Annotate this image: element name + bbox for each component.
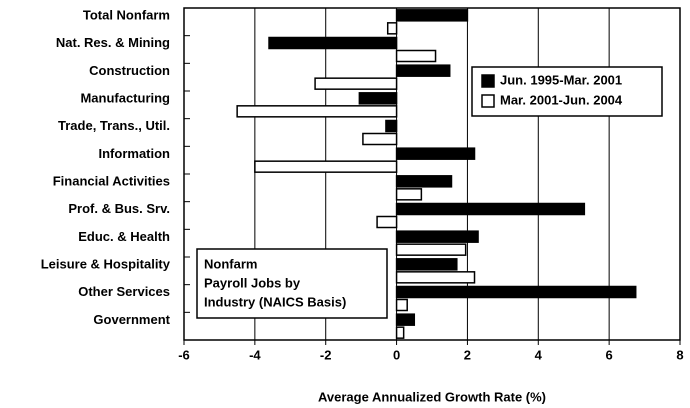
y-tick-label: Manufacturing bbox=[80, 90, 170, 105]
bar bbox=[395, 271, 476, 284]
bar bbox=[386, 22, 398, 35]
annotation-box bbox=[196, 248, 388, 319]
bar bbox=[268, 36, 398, 50]
annotation-text: Nonfarm bbox=[204, 256, 257, 271]
bar bbox=[395, 298, 408, 312]
bar bbox=[362, 132, 398, 146]
bar bbox=[395, 285, 637, 299]
bar bbox=[395, 202, 586, 216]
legend-swatch bbox=[481, 74, 495, 88]
y-tick-label: Government bbox=[93, 312, 170, 327]
y-tick-label: Information bbox=[99, 146, 171, 161]
legend-box bbox=[471, 66, 663, 117]
bar bbox=[358, 92, 398, 105]
x-tick-label: -4 bbox=[249, 347, 261, 362]
x-tick-label: 8 bbox=[676, 347, 683, 362]
bar bbox=[314, 77, 398, 90]
bar bbox=[385, 119, 398, 133]
bar bbox=[395, 313, 416, 326]
y-tick-label: Nat. Res. & Mining bbox=[56, 35, 170, 50]
bar bbox=[395, 9, 469, 22]
bar bbox=[395, 326, 405, 339]
bar bbox=[395, 147, 476, 160]
bar bbox=[395, 64, 451, 77]
bar bbox=[395, 49, 437, 63]
bar bbox=[395, 175, 453, 188]
y-tick-label: Educ. & Health bbox=[78, 229, 170, 244]
x-tick-label: 6 bbox=[606, 347, 613, 362]
legend-label: Jun. 1995-Mar. 2001 bbox=[500, 72, 622, 87]
x-tick-label: 4 bbox=[535, 347, 543, 362]
bar bbox=[395, 188, 423, 201]
bar bbox=[395, 258, 458, 271]
bar bbox=[376, 215, 398, 229]
y-tick-label: Trade, Trans., Util. bbox=[58, 118, 170, 133]
legend-swatch bbox=[481, 94, 495, 108]
y-tick-label: Construction bbox=[89, 63, 170, 78]
bar bbox=[236, 105, 398, 118]
y-tick-label: Other Services bbox=[78, 284, 170, 299]
x-tick-label: -2 bbox=[320, 347, 332, 362]
annotation-text: Payroll Jobs by bbox=[204, 275, 301, 290]
x-tick-label: -6 bbox=[178, 347, 190, 362]
bar bbox=[395, 230, 479, 243]
x-tick-label: 2 bbox=[464, 347, 471, 362]
annotation-text: Industry (NAICS Basis) bbox=[204, 294, 346, 309]
y-tick-label: Leisure & Hospitality bbox=[41, 256, 171, 271]
bar bbox=[395, 243, 467, 256]
bar bbox=[254, 160, 398, 173]
y-tick-label: Total Nonfarm bbox=[83, 7, 170, 22]
x-axis-label: Average Annualized Growth Rate (%) bbox=[318, 389, 546, 404]
x-tick-label: 0 bbox=[393, 347, 400, 362]
legend-label: Mar. 2001-Jun. 2004 bbox=[500, 92, 623, 107]
y-tick-label: Prof. & Bus. Srv. bbox=[68, 201, 170, 216]
y-tick-label: Financial Activities bbox=[53, 173, 170, 188]
